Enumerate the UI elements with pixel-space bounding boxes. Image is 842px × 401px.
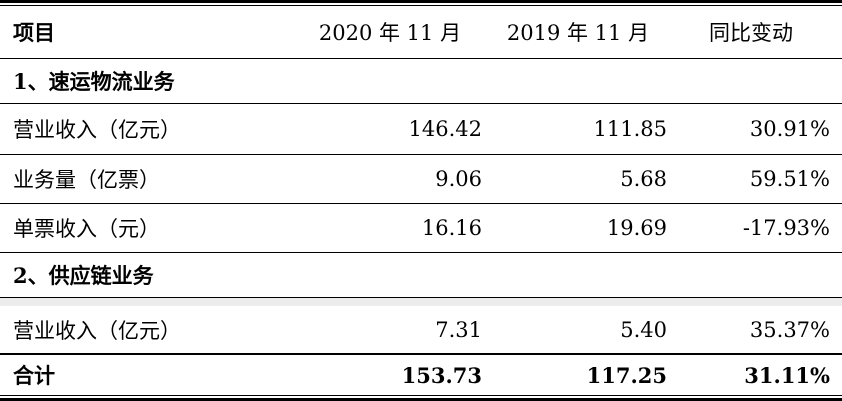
row-divider <box>0 154 842 155</box>
row-label: 业务量（亿票） <box>13 168 160 192</box>
value-2019: 5.68 <box>620 167 667 191</box>
table-row: 营业收入（亿元） 146.42 111.85 30.91% <box>0 104 842 154</box>
value-2020: 7.31 <box>435 317 482 342</box>
table-row: 业务量（亿票） 9.06 5.68 59.51% <box>0 155 842 203</box>
header-item: 项目 <box>13 20 55 45</box>
section-row-supply-chain: 2、供应链业务 <box>0 253 842 297</box>
total-2020: 153.73 <box>401 362 482 388</box>
value-yoy: -17.93% <box>742 216 830 240</box>
value-yoy: 59.51% <box>749 167 830 191</box>
row-divider-bold <box>0 353 842 355</box>
value-yoy: 35.37% <box>749 317 830 342</box>
total-2019: 117.25 <box>586 362 667 388</box>
header-2020: 2020 年 11 月 <box>318 21 462 45</box>
table-top-rule-inner <box>0 5 842 6</box>
row-label: 单票收入（元） <box>13 217 160 241</box>
total-row: 合计 153.73 117.25 31.11% <box>0 355 842 395</box>
row-label: 营业收入（亿元） <box>13 318 181 343</box>
spacer-row <box>0 298 842 306</box>
row-divider <box>0 252 842 253</box>
table-row: 单票收入（元） 16.16 19.69 -17.93% <box>0 204 842 252</box>
value-2019: 5.40 <box>620 317 667 342</box>
table-bottom-rule <box>0 398 842 401</box>
value-2019: 111.85 <box>593 117 667 141</box>
table-top-rule <box>0 0 842 3</box>
section-title-express: 1、速运物流业务 <box>13 69 175 94</box>
value-2019: 19.69 <box>606 216 667 240</box>
total-label: 合计 <box>13 363 55 388</box>
section-title-supply-chain: 2、供应链业务 <box>13 263 154 288</box>
row-divider <box>0 103 842 104</box>
header-yoy: 同比变动 <box>709 21 793 45</box>
row-divider <box>0 203 842 204</box>
value-2020: 9.06 <box>435 167 482 191</box>
table-bottom-rule-inner <box>0 395 842 396</box>
value-yoy: 30.91% <box>749 117 830 141</box>
header-2019: 2019 年 11 月 <box>506 21 650 45</box>
row-divider <box>0 297 842 298</box>
section-row-express: 1、速运物流业务 <box>0 59 842 103</box>
row-divider <box>0 58 842 59</box>
row-label: 营业收入（亿元） <box>13 118 181 142</box>
value-2020: 16.16 <box>421 216 482 240</box>
value-2020: 146.42 <box>408 117 482 141</box>
table-header-row: 项目 2020 年 11 月 2019 年 11 月 同比变动 <box>0 6 842 58</box>
table-row: 营业收入（亿元） 7.31 5.40 35.37% <box>0 306 842 353</box>
total-yoy: 31.11% <box>744 362 830 388</box>
